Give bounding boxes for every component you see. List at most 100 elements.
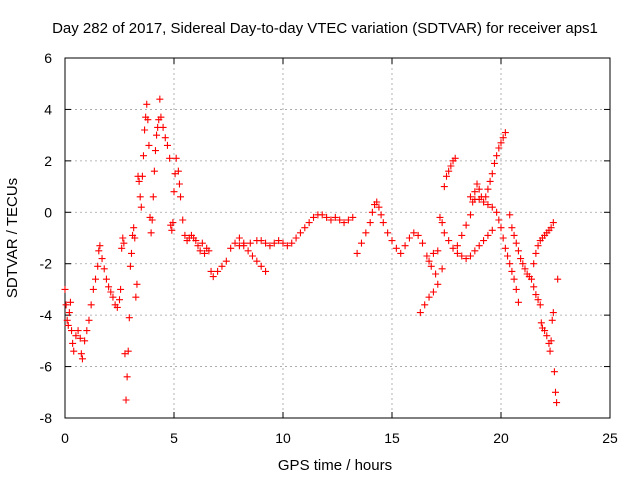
data-point [310,213,318,221]
data-point [100,265,108,273]
data-point [231,239,239,247]
data-point [139,152,147,160]
data-point [510,231,518,239]
data-point [83,327,91,335]
data-point [151,147,159,155]
data-point [214,267,222,275]
data-point [447,162,455,170]
x-tick-label: 0 [61,430,69,446]
data-point [305,219,313,227]
data-point [488,226,496,234]
data-point [262,239,270,247]
data-point [98,255,106,263]
data-point [462,221,470,229]
axis-ticks [64,57,611,419]
data-point [175,180,183,188]
data-point [484,185,492,193]
data-point [484,201,492,209]
data-point [141,126,149,134]
data-point [240,242,248,250]
data-point [170,188,178,196]
data-point [198,239,206,247]
data-point [68,327,76,335]
data-point [497,224,505,232]
data-point [504,252,512,260]
y-tick-labels: -8 -6 -4 -2 0 2 4 6 [40,50,53,426]
data-point [519,260,527,268]
data-point [340,219,348,227]
data-point [375,203,383,211]
data-point [147,229,155,237]
data-point [466,252,474,260]
data-point [113,303,121,311]
data-point [493,208,501,216]
data-point [133,280,141,288]
data-point [65,309,73,317]
data-point [449,244,457,252]
data-point [168,226,176,234]
data-point [266,242,274,250]
data-point [517,255,525,263]
data-point [92,275,100,283]
data-point [156,95,164,103]
data-point [499,134,507,142]
data-point [235,234,243,242]
x-tick-label: 5 [170,430,178,446]
data-point [292,234,300,242]
data-point [138,172,146,180]
data-point [172,154,180,162]
data-point [384,229,392,237]
data-point [196,247,204,255]
data-point [471,247,479,255]
data-point [486,177,494,185]
data-point [534,242,542,250]
x-tick-label: 15 [384,430,400,446]
data-point [488,170,496,178]
data-point [379,219,387,227]
y-axis-label: SDTVAR / TECUs [4,178,21,298]
data-point [72,332,80,340]
data-point [473,180,481,188]
data-point [530,283,538,291]
data-point [530,260,538,268]
data-point [466,193,474,201]
data-point [85,316,93,324]
data-point [497,139,505,147]
data-point [508,267,516,275]
grid [65,58,610,418]
data-point [63,316,71,324]
data-point [279,239,287,247]
y-tick-label: 6 [44,50,52,66]
data-point [425,257,433,265]
data-point [270,239,278,247]
data-point [70,347,78,355]
data-point [64,321,72,329]
data-point [149,193,157,201]
data-point [244,247,252,255]
data-point [510,275,518,283]
data-point [123,373,131,381]
data-point [353,249,361,257]
data-point [548,316,556,324]
data-point [331,213,339,221]
data-point [434,280,442,288]
data-point [546,347,554,355]
data-point [397,249,405,257]
data-point [514,247,522,255]
data-point [547,337,555,345]
data-point [484,231,492,239]
data-point [130,224,138,232]
data-point [87,301,95,309]
data-point [536,301,544,309]
data-point [462,255,470,263]
data-point [501,129,509,137]
data-point [96,242,104,250]
data-point [135,177,143,185]
data-point [495,216,503,224]
data-point [453,242,461,250]
data-point [475,185,483,193]
data-point [362,229,370,237]
y-tick-label: -2 [40,256,53,272]
data-point [296,229,304,237]
data-point [388,237,396,245]
